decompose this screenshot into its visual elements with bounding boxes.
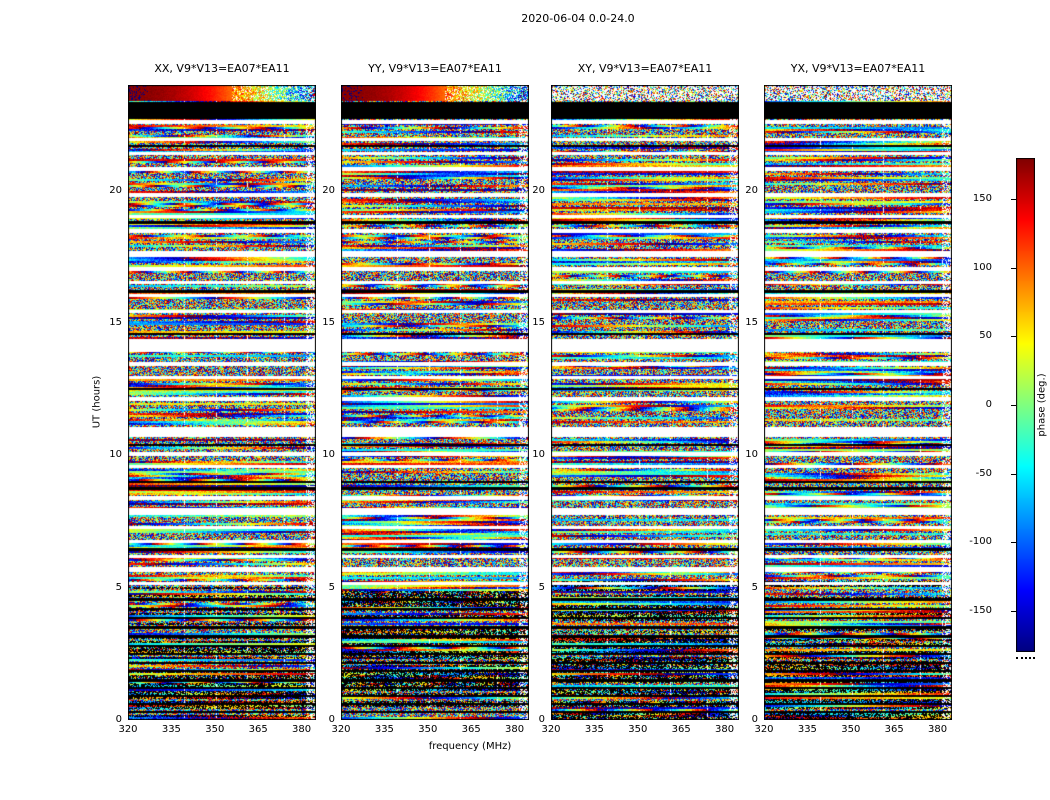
- colorbar-tick-mark: [1011, 199, 1016, 201]
- x-tick-label: 350: [628, 724, 648, 735]
- y-tick-label: 20: [745, 184, 758, 196]
- x-tick-label: 380: [504, 724, 525, 735]
- x-tick-label: 380: [714, 724, 735, 735]
- y-tick-label: 20: [322, 184, 335, 196]
- colorbar-tick-mark: [1011, 473, 1016, 475]
- phase-heatmap-canvas-yy: [341, 85, 529, 720]
- x-tick-label: 365: [884, 724, 904, 735]
- figure-title: 2020-06-04 0.0-24.0: [521, 12, 635, 25]
- x-tick-label: 350: [841, 724, 861, 735]
- colorbar-tick-label: 0: [985, 399, 992, 410]
- x-tick-label: 380: [927, 724, 948, 735]
- y-tick-label: 15: [745, 317, 758, 329]
- phase-heatmap-canvas-yx: [764, 85, 952, 720]
- y-tick-label: 0: [115, 714, 122, 725]
- x-tick-label: 335: [374, 724, 394, 735]
- colorbar-tick-label: 150: [972, 193, 992, 205]
- x-tick-label: 365: [461, 724, 481, 735]
- x-tick-label: 320: [118, 724, 138, 735]
- x-tick-label: 335: [584, 724, 604, 735]
- colorbar-canvas: [1016, 158, 1035, 652]
- x-tick-label: 380: [291, 724, 312, 735]
- x-tick-label: 335: [161, 724, 181, 735]
- panel-yx: YX, V9*V13=EA07*EA11 320 335 350 365 380 0 5 10…: [745, 62, 952, 735]
- y-tick-label: 20: [109, 184, 122, 196]
- colorbar-tick-label: -100: [969, 536, 992, 548]
- panel-title-xy: XY, V9*V13=EA07*EA11: [577, 62, 713, 75]
- x-tick-label: 350: [205, 724, 225, 735]
- x-tick-label: 365: [248, 724, 268, 735]
- colorbar-tick-label: 50: [979, 330, 992, 342]
- colorbar-label: phase (deg.): [1036, 373, 1048, 437]
- x-tick-label: 320: [541, 724, 561, 735]
- y-tick-label: 20: [532, 184, 545, 196]
- panel-xy: XY, V9*V13=EA07*EA11 320 335 350 365 380 0 5 10…: [532, 62, 739, 735]
- y-tick-label: 0: [538, 714, 545, 725]
- panel-title-yx: YX, V9*V13=EA07*EA11: [790, 62, 926, 75]
- y-tick-label: 5: [538, 581, 545, 593]
- panel-title-yy: YY, V9*V13=EA07*EA11: [368, 62, 502, 75]
- x-tick-label: 320: [331, 724, 351, 735]
- colorbar: 150 100 50 0 -50 -100 -150: [969, 158, 1035, 659]
- x-tick-label: 335: [797, 724, 817, 735]
- colorbar-tick-label: -50: [975, 467, 992, 479]
- x-axis-label: frequency (MHz): [428, 741, 512, 752]
- colorbar-tick-label: -150: [969, 604, 992, 616]
- y-tick-label: 15: [532, 317, 545, 329]
- phase-heatmap-canvas-xy: [551, 85, 739, 720]
- colorbar-tick-label: 100: [972, 261, 992, 273]
- colorbar-tick-mark: [1011, 405, 1016, 406]
- colorbar-dotted-underline: [1016, 657, 1035, 659]
- colorbar-tick-mark: [1011, 542, 1016, 544]
- y-tick-label: 10: [532, 449, 545, 461]
- phase-heatmap-canvas-xx: [128, 85, 316, 720]
- y-axis-label: UT (hours): [91, 375, 103, 429]
- panel-xx: XX, V9*V13=EA07*EA11 320 335 350 365 380 0 5 10…: [109, 62, 316, 735]
- y-tick-label: 10: [109, 449, 122, 461]
- x-tick-label: 365: [671, 724, 691, 735]
- x-tick-label: 320: [754, 724, 774, 735]
- y-tick-label: 0: [328, 714, 335, 725]
- y-tick-label: 5: [115, 581, 122, 593]
- x-tick-label: 350: [418, 724, 438, 735]
- panel-title-xx: XX, V9*V13=EA07*EA11: [154, 62, 290, 75]
- y-tick-label: 10: [745, 449, 758, 461]
- y-tick-label: 5: [751, 581, 758, 593]
- y-tick-label: 15: [322, 317, 335, 329]
- panel-yy: YY, V9*V13=EA07*EA11 320 335 350 365 380 0 5 10…: [322, 62, 529, 735]
- y-tick-label: 15: [109, 317, 122, 329]
- y-tick-label: 0: [751, 714, 758, 725]
- colorbar-tick-mark: [1011, 336, 1016, 338]
- colorbar-tick-mark: [1011, 610, 1016, 612]
- y-tick-label: 10: [322, 449, 335, 461]
- y-tick-label: 5: [328, 581, 335, 593]
- colorbar-tick-mark: [1011, 267, 1016, 269]
